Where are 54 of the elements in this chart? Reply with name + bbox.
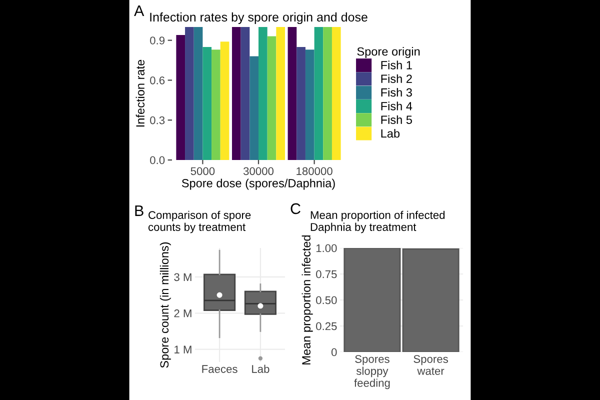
y-tick-label: 1 M xyxy=(174,346,192,354)
bar xyxy=(220,42,230,160)
chart-title: Infection rates by spore origin and dose xyxy=(150,12,368,24)
legend-label: Fish 5 xyxy=(381,115,412,124)
legend-label: Fish 4 xyxy=(381,102,412,110)
bar xyxy=(250,56,258,160)
x-tick-label: Spores water xyxy=(414,355,448,375)
text: C xyxy=(290,203,300,214)
x-axis-title: Spore dose (spores/Daphnia) xyxy=(182,178,335,190)
x-tick-label: 5000 xyxy=(190,167,215,176)
bar xyxy=(212,50,220,160)
x-tick-label: Lab xyxy=(252,364,270,373)
text: A xyxy=(134,5,144,16)
legend-label: Lab xyxy=(381,128,400,138)
y-tick-label: 0.6 xyxy=(150,76,165,84)
bar xyxy=(276,27,286,160)
y-axis-title: Mean proportion infected xyxy=(302,235,313,364)
bar xyxy=(267,36,276,160)
text: B xyxy=(135,205,144,216)
y-tick-label: 2 M xyxy=(174,309,192,318)
bar xyxy=(332,27,341,160)
y-tick-label: 1.00 xyxy=(316,244,337,252)
bar xyxy=(176,34,186,160)
bar xyxy=(323,27,332,160)
bar xyxy=(305,50,314,160)
y-tick-label: 0 xyxy=(331,348,337,356)
chart-title: Comparison of spore counts by treatment xyxy=(148,210,251,234)
legend-label: Fish 3 xyxy=(381,88,412,97)
x-tick-label: 180000 xyxy=(296,167,332,176)
y-axis-title: Infection rate xyxy=(136,60,144,127)
bar xyxy=(194,27,203,160)
y-tick-label: 0.50 xyxy=(316,296,337,304)
x-tick-label: 30000 xyxy=(243,167,274,176)
x-tick-label: Spores sloppy feeding xyxy=(354,355,390,390)
y-tick-label: 3 M xyxy=(174,273,192,282)
bar xyxy=(202,46,212,160)
y-tick-label: 0.9 xyxy=(150,36,165,44)
y-tick-label: 0.3 xyxy=(150,116,165,124)
y-tick-label: 0.25 xyxy=(316,322,337,330)
y-axis-title: Spore count (in millions) xyxy=(160,242,171,368)
legend-label: Fish 2 xyxy=(381,74,412,84)
bar xyxy=(185,27,194,160)
y-tick-label: 0.0 xyxy=(150,156,165,164)
bar xyxy=(288,27,297,160)
legend-label: Fish 1 xyxy=(381,60,412,70)
bar xyxy=(296,46,306,160)
bar xyxy=(314,27,324,160)
bar xyxy=(240,27,250,160)
bar xyxy=(258,27,268,160)
chart-title: Mean proportion of infected Daphnia by treatment xyxy=(310,210,445,234)
y-tick-label: 0.75 xyxy=(316,270,337,278)
x-tick-label: Faeces xyxy=(202,365,238,373)
bar xyxy=(232,27,241,160)
legend-title: Spore origin xyxy=(357,47,420,58)
